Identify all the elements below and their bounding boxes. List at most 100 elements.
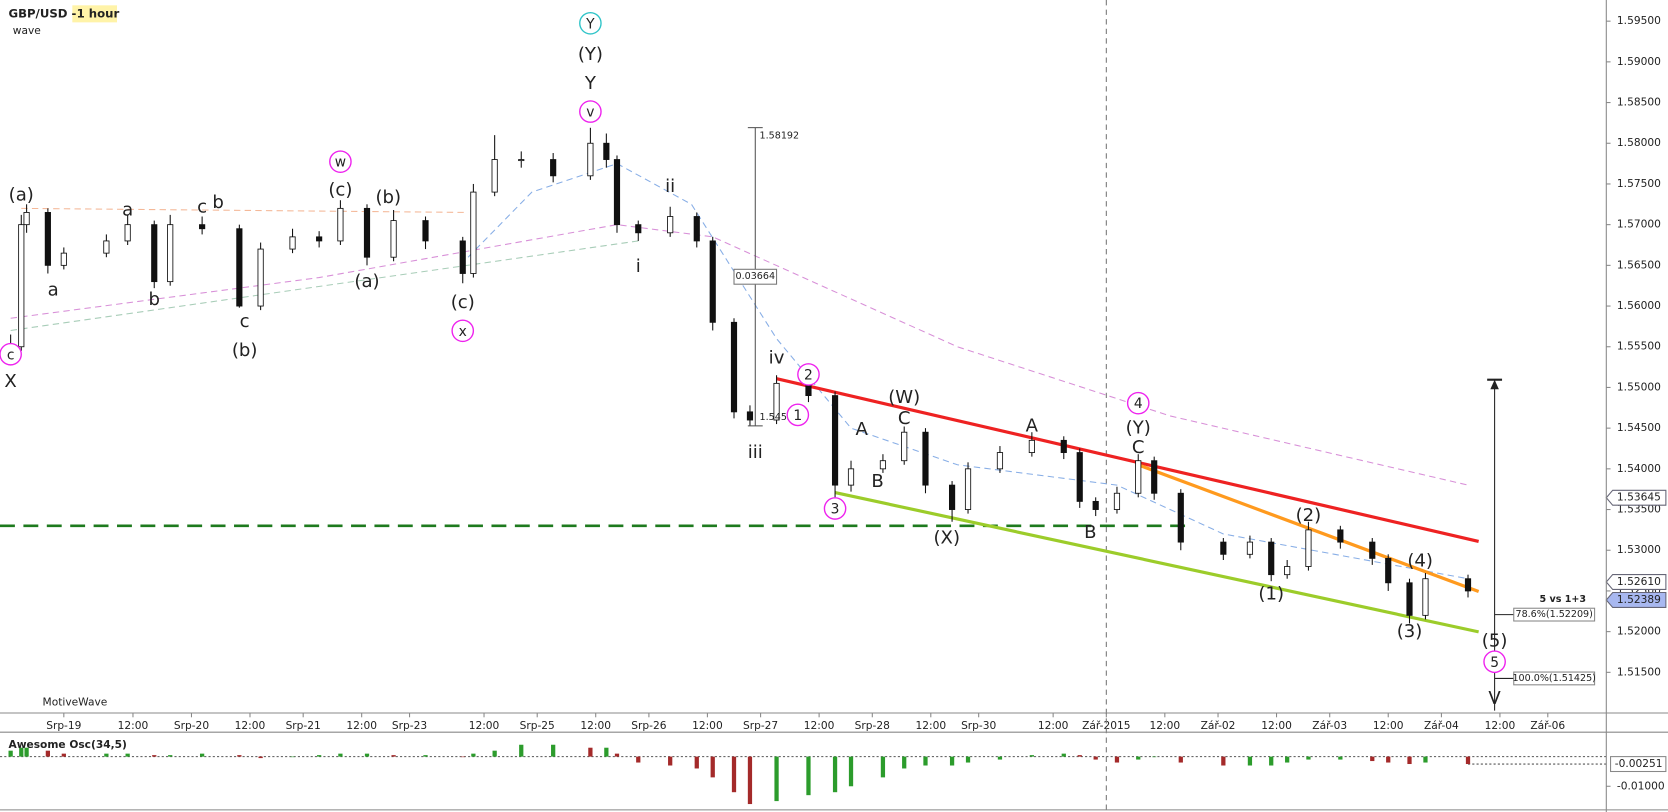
osc-bar: [1370, 756, 1375, 762]
measure-label: 0.03664: [736, 271, 776, 282]
timeframe-highlight: [72, 5, 118, 23]
wave-label: iii: [748, 442, 763, 463]
candle-body: [1113, 492, 1121, 510]
osc-bar: [1423, 756, 1428, 763]
wave-circle: [0, 342, 22, 366]
wave-label: (X): [934, 527, 960, 548]
measure-box: [733, 268, 778, 285]
candle-body: [1268, 541, 1275, 576]
osc-bar: [806, 756, 811, 796]
fib-label: 100.0%(1.51425): [1512, 673, 1595, 684]
osc-bar: [1221, 756, 1226, 766]
x-tick-label: 12:00: [1261, 719, 1292, 732]
x-tick-label: 12:00: [692, 719, 723, 732]
osc-bar: [125, 753, 130, 757]
wave-label: (a): [354, 271, 379, 292]
fib-note: 5 vs 1+3: [1540, 594, 1587, 605]
wave-label: (b): [375, 187, 401, 208]
wave-label: (1): [1258, 584, 1284, 605]
wave-label: (Y): [578, 44, 603, 65]
osc-bar: [391, 755, 396, 757]
chart-title: GBP/USD -: [9, 6, 77, 20]
y-tick-label: 1.58000: [1617, 136, 1661, 149]
price-label-box: [1605, 573, 1667, 590]
fib-arrow: [1490, 379, 1499, 390]
x-tick-label: 12:00: [118, 719, 149, 732]
candle-body: [23, 212, 30, 226]
wave-label: x: [459, 324, 467, 340]
candle-body: [831, 395, 839, 486]
candle-body: [1385, 557, 1392, 584]
y-tick-label: 1.54500: [1617, 421, 1661, 434]
candle-body: [199, 224, 206, 230]
candle-body: [1305, 529, 1312, 567]
osc-bar: [1029, 755, 1034, 757]
candle-body: [363, 207, 371, 258]
osc-bar: [237, 755, 242, 757]
candle-body: [337, 207, 344, 242]
x-tick-label: Zář-2015: [1082, 719, 1130, 732]
osc-bar: [1306, 756, 1311, 760]
candle-body: [667, 216, 674, 234]
osc-bar: [19, 747, 24, 757]
candle-body: [847, 468, 855, 486]
candle-body: [236, 228, 243, 307]
wave-label: Y: [585, 16, 595, 32]
candle-body: [44, 212, 51, 266]
trend-line: [776, 377, 1480, 544]
osc-bar: [949, 756, 955, 766]
wave-label: (4): [1407, 551, 1433, 572]
wave-label: X: [4, 371, 16, 392]
x-tick-label: Srp-20: [174, 719, 209, 732]
candle-body: [693, 216, 700, 242]
osc-bar: [902, 756, 907, 769]
osc-bar: [471, 753, 476, 757]
wave-label: 3: [831, 502, 840, 518]
candle-body: [709, 240, 716, 323]
x-tick-label: Srp-27: [743, 719, 778, 732]
x-tick-label: 12:00: [1485, 719, 1516, 732]
osc-bar: [152, 755, 157, 757]
wave-label: 5: [1490, 655, 1499, 671]
x-tick-label: 12:00: [235, 719, 266, 732]
osc-bar: [1152, 756, 1157, 758]
wave-label: (b): [232, 340, 258, 361]
x-tick-label: 12:00: [580, 719, 611, 732]
osc-bar: [423, 755, 428, 757]
x-tick-label: 12:00: [1150, 719, 1181, 732]
y-tick-label: 1.57500: [1617, 177, 1661, 190]
y-tick-label: 1.56500: [1617, 258, 1661, 271]
y-tick-label: 1.59500: [1617, 14, 1661, 27]
osc-bar: [460, 756, 465, 758]
wave-label: V: [1488, 688, 1501, 709]
candle-body: [518, 159, 525, 162]
x-tick-label: Srp-30: [961, 719, 996, 732]
wave-label: c: [197, 196, 207, 217]
wave-label: B: [871, 471, 883, 492]
candle-body: [922, 431, 929, 486]
wave-label: a: [122, 200, 133, 221]
wave-label: a: [48, 279, 59, 300]
candle-body: [1076, 452, 1083, 502]
moving-average: [10, 224, 1469, 486]
x-tick-label: Srp-26: [631, 719, 666, 732]
osc-bar: [1136, 756, 1141, 760]
osc-bar: [1338, 756, 1343, 760]
x-tick-label: 12:00: [469, 719, 500, 732]
x-tick-label: Zář-04: [1424, 719, 1459, 732]
candle-body: [18, 224, 25, 348]
osc-bar: [317, 755, 322, 757]
osc-bar: [1407, 756, 1412, 765]
wave-circle: [797, 363, 820, 386]
osc-bar: [8, 750, 13, 757]
candle-body: [151, 224, 158, 283]
x-tick-label: Srp-28: [855, 719, 890, 732]
x-tick-label: Srp-19: [46, 719, 81, 732]
osc-bar: [1269, 756, 1274, 766]
osc-bar: [1093, 756, 1098, 760]
candle-body: [603, 142, 610, 160]
candle-body: [60, 252, 67, 266]
osc-bar: [997, 756, 1003, 760]
